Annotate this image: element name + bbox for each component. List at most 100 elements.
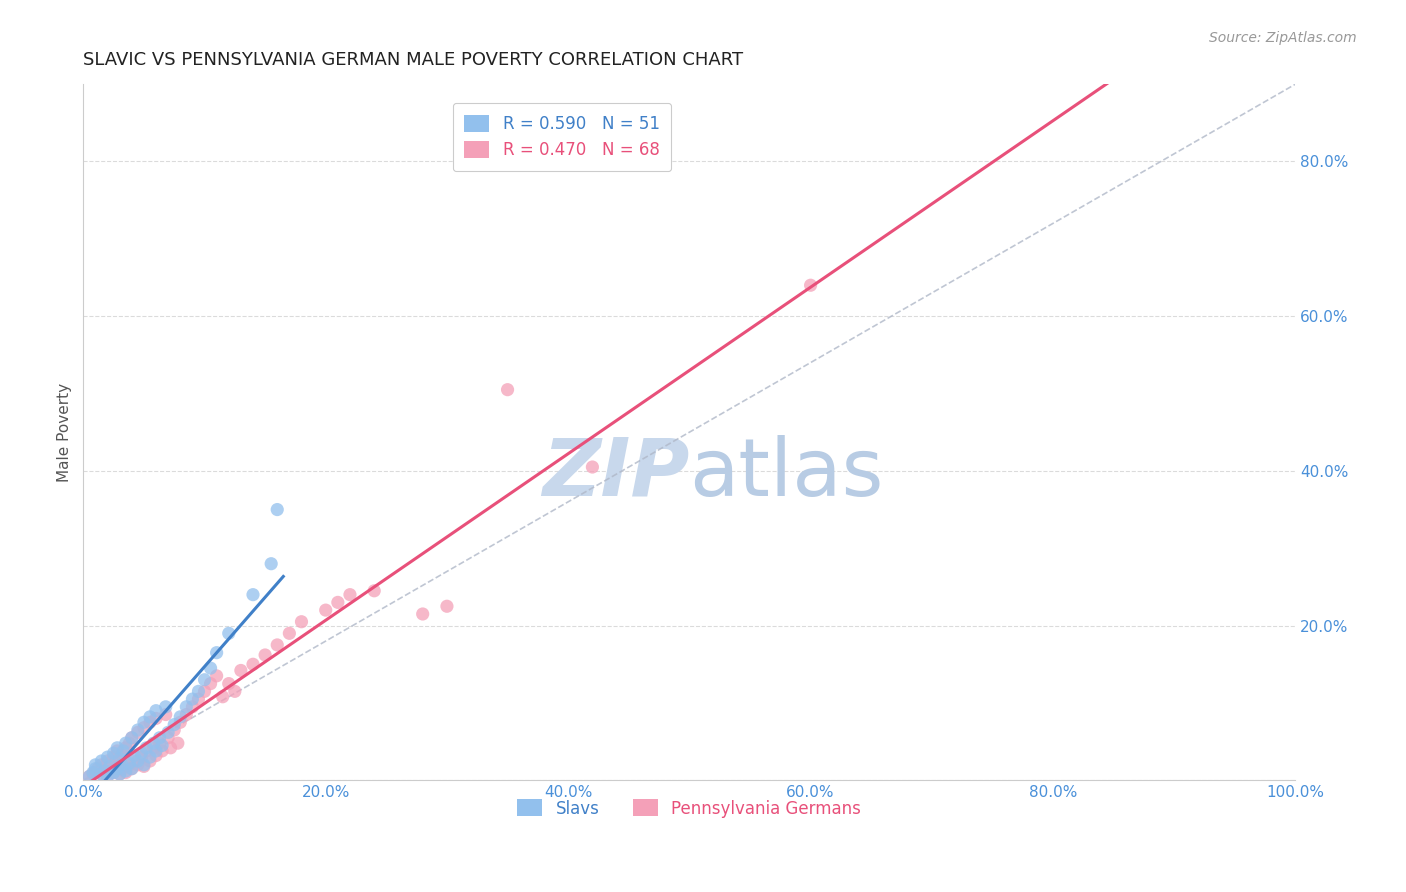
Point	[193, 673, 215, 687]
Point	[118, 756, 141, 771]
Point	[127, 723, 149, 737]
Point	[121, 731, 143, 745]
Point	[112, 744, 135, 758]
Point	[266, 638, 288, 652]
Point	[103, 765, 125, 780]
Point	[145, 748, 167, 763]
Point	[108, 767, 131, 781]
Point	[187, 684, 209, 698]
Point	[122, 754, 145, 768]
Point	[127, 725, 149, 739]
Point	[82, 767, 104, 781]
Point	[108, 751, 131, 765]
Text: atlas: atlas	[689, 435, 884, 513]
Point	[132, 757, 155, 772]
Point	[139, 715, 162, 730]
Point	[90, 757, 112, 772]
Point	[169, 715, 191, 730]
Point	[121, 762, 143, 776]
Point	[266, 502, 288, 516]
Point	[103, 746, 125, 760]
Point	[800, 278, 823, 293]
Point	[108, 767, 131, 781]
Point	[118, 757, 141, 772]
Text: ZIP: ZIP	[541, 435, 689, 513]
Text: SLAVIC VS PENNSYLVANIA GERMAN MALE POVERTY CORRELATION CHART: SLAVIC VS PENNSYLVANIA GERMAN MALE POVER…	[83, 51, 744, 69]
Point	[94, 764, 117, 778]
Text: Source: ZipAtlas.com: Source: ZipAtlas.com	[1209, 31, 1357, 45]
Point	[114, 736, 136, 750]
Point	[121, 762, 143, 776]
Point	[139, 754, 162, 768]
Point	[157, 731, 180, 745]
Point	[139, 750, 162, 764]
Point	[84, 757, 107, 772]
Point	[131, 750, 153, 764]
Point	[132, 721, 155, 735]
Point	[187, 692, 209, 706]
Point	[105, 740, 128, 755]
Point	[96, 750, 118, 764]
Point	[260, 557, 283, 571]
Point	[90, 767, 112, 781]
Point	[84, 765, 107, 780]
Point	[121, 731, 143, 745]
Point	[122, 748, 145, 763]
Point	[142, 736, 165, 750]
Point	[176, 699, 198, 714]
Point	[205, 646, 228, 660]
Y-axis label: Male Poverty: Male Poverty	[58, 383, 72, 482]
Point	[114, 765, 136, 780]
Point	[131, 746, 153, 760]
Point	[118, 736, 141, 750]
Point	[111, 762, 134, 776]
Point	[105, 762, 128, 776]
Point	[103, 750, 125, 764]
Point	[412, 607, 434, 621]
Point	[84, 762, 107, 776]
Point	[496, 383, 519, 397]
Point	[96, 769, 118, 783]
Point	[132, 759, 155, 773]
Point	[108, 754, 131, 768]
Point	[581, 460, 603, 475]
Point	[98, 759, 121, 773]
Point	[139, 710, 162, 724]
Point	[98, 762, 121, 776]
Point	[200, 676, 222, 690]
Point	[436, 599, 458, 614]
Point	[105, 759, 128, 773]
Point	[254, 648, 277, 662]
Point	[145, 711, 167, 725]
Point	[90, 767, 112, 781]
Point	[278, 626, 301, 640]
Point	[79, 769, 101, 783]
Point	[218, 626, 240, 640]
Point	[315, 603, 337, 617]
Point	[114, 764, 136, 778]
Point	[205, 669, 228, 683]
Point	[166, 736, 188, 750]
Point	[96, 769, 118, 783]
Point	[82, 765, 104, 780]
Point	[193, 684, 215, 698]
Point	[169, 710, 191, 724]
Point	[150, 739, 173, 753]
Point	[142, 740, 165, 755]
Point	[242, 588, 264, 602]
Point	[200, 661, 222, 675]
Point	[79, 769, 101, 783]
Point	[163, 717, 186, 731]
Point	[218, 676, 240, 690]
Point	[132, 715, 155, 730]
Point	[127, 757, 149, 772]
Point	[363, 583, 385, 598]
Point	[163, 723, 186, 737]
Point	[96, 754, 118, 768]
Point	[111, 757, 134, 772]
Point	[339, 588, 361, 602]
Point	[155, 699, 177, 714]
Point	[135, 744, 157, 758]
Point	[145, 744, 167, 758]
Point	[181, 692, 204, 706]
